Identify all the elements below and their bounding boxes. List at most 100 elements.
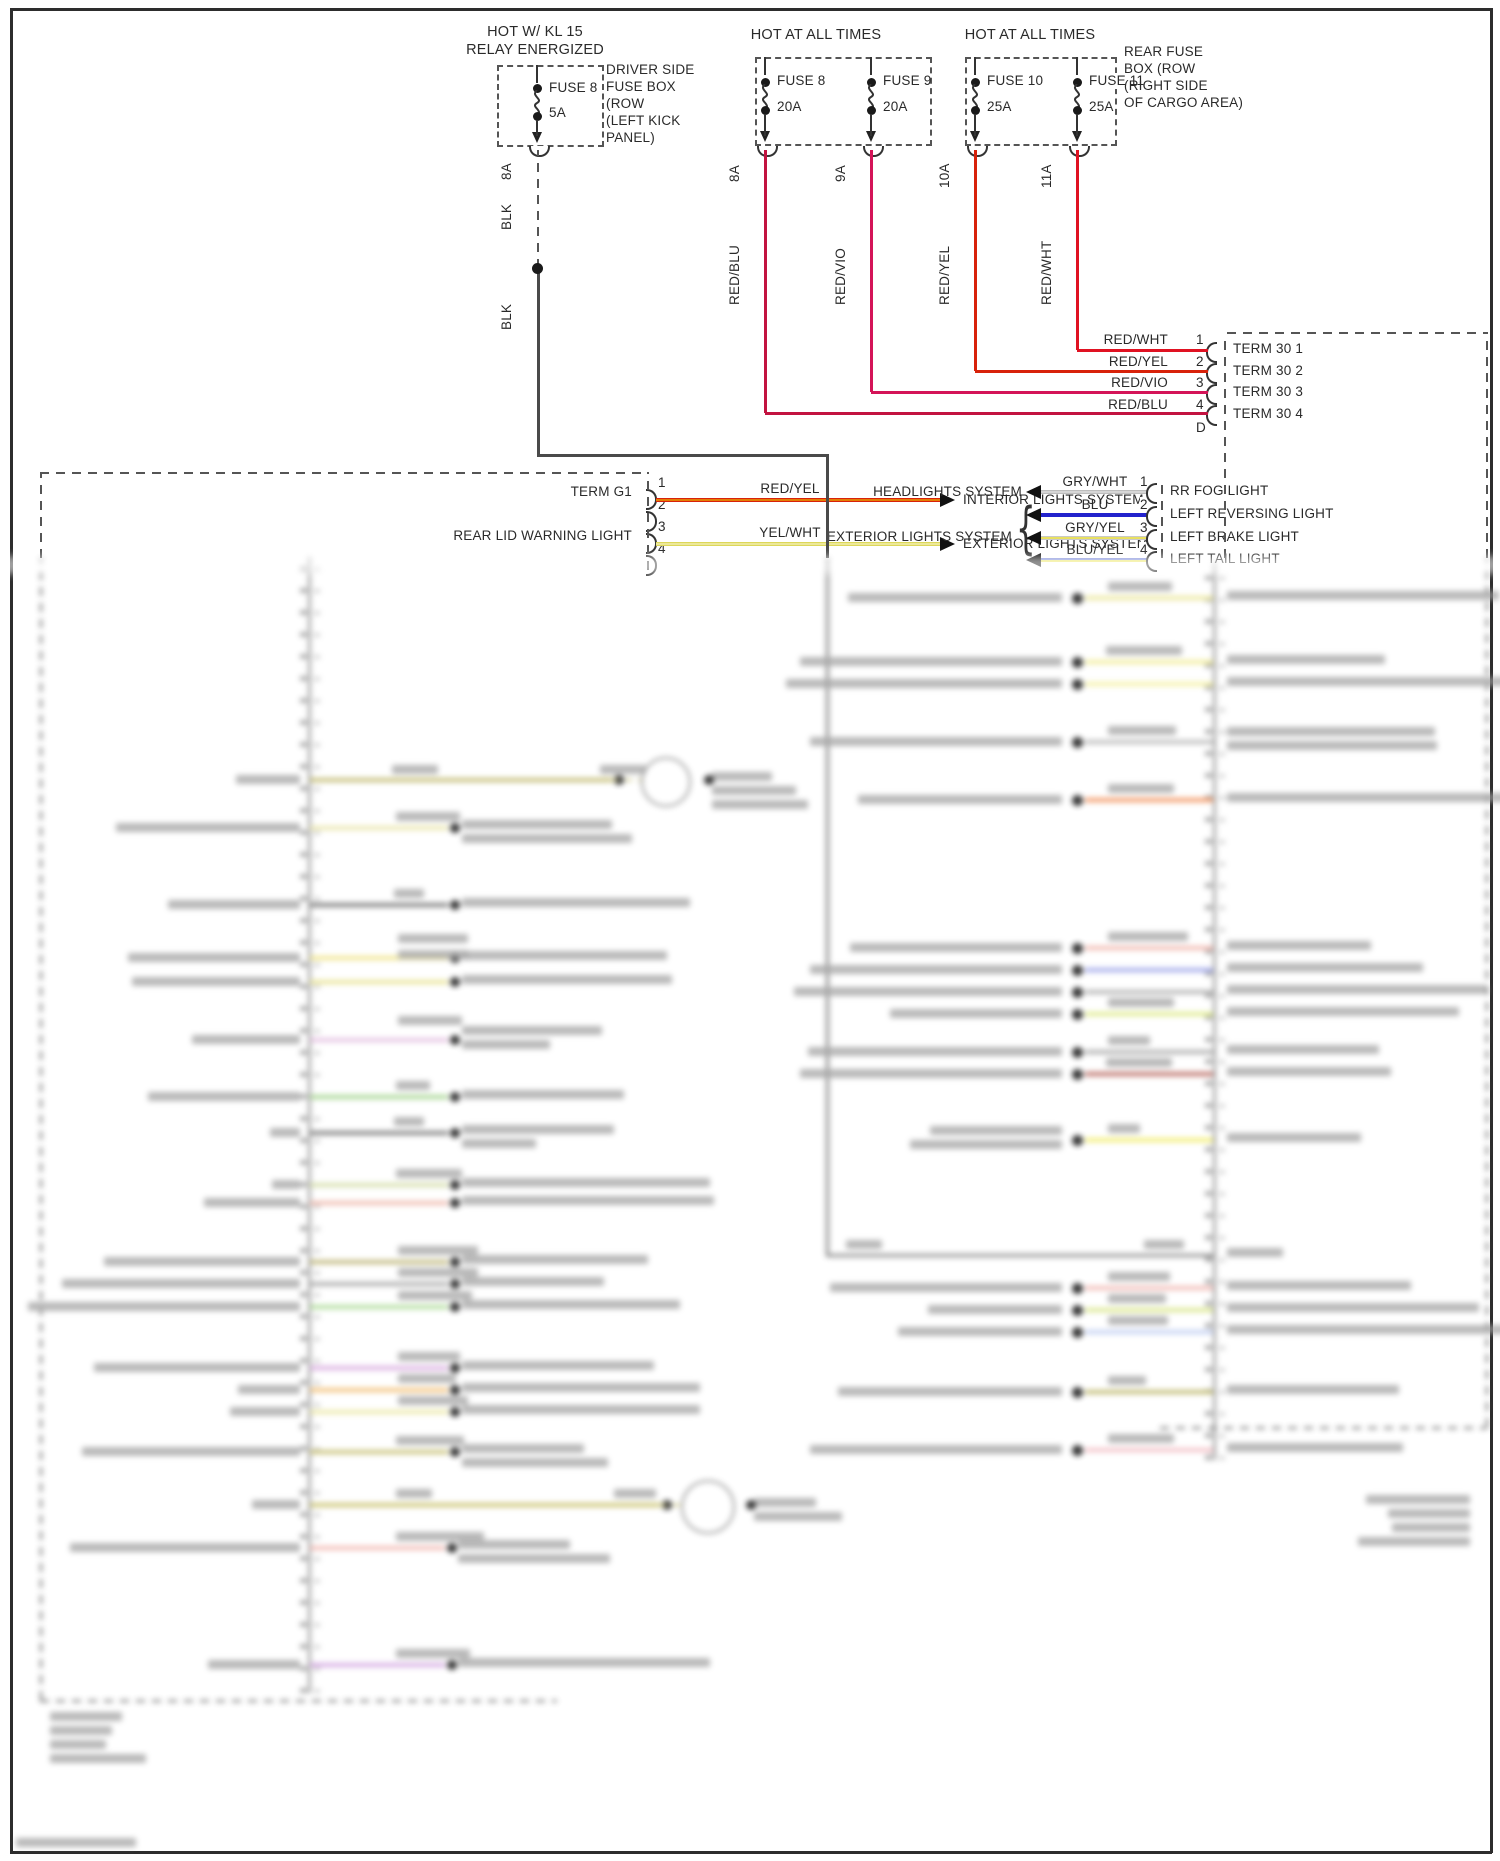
wire-dot bbox=[1072, 795, 1083, 806]
dashed-line bbox=[1227, 332, 1487, 334]
fuse-lead bbox=[974, 57, 976, 75]
blurred-wire-name bbox=[1227, 1248, 1283, 1257]
blurred-left-label bbox=[890, 1009, 1062, 1018]
g1-wire2-name: YEL/WHT bbox=[759, 525, 821, 540]
blu-wire bbox=[1041, 513, 1151, 517]
fuse-dot bbox=[760, 106, 770, 115]
fuse-arrow bbox=[760, 131, 770, 142]
blurred-left-label bbox=[808, 1047, 1062, 1056]
blurred-wire bbox=[1085, 798, 1213, 802]
driver-box-title-line1: HOT W/ KL 15 bbox=[487, 24, 583, 40]
blurred-right-label bbox=[462, 1405, 700, 1414]
wire-red-vertical bbox=[869, 150, 873, 392]
lights-wire4-name: BLU/YEL bbox=[1066, 542, 1124, 557]
exterior-lights-arrow bbox=[940, 537, 955, 551]
term30-label1: TERM 30 1 bbox=[1233, 341, 1304, 356]
wire-dot bbox=[447, 1660, 457, 1670]
wire-dot bbox=[1072, 1069, 1083, 1080]
connector-cup bbox=[1146, 506, 1157, 527]
blurred-wire-name bbox=[396, 1532, 484, 1541]
blurred-right-label bbox=[712, 786, 796, 795]
lights-pin1: 1 bbox=[1140, 474, 1148, 490]
wire-dot bbox=[450, 1257, 460, 1267]
fuse-dot bbox=[866, 78, 876, 87]
rear-fuse2-amps: 20A bbox=[883, 99, 908, 114]
wire-dot bbox=[1072, 987, 1083, 998]
component-circle bbox=[681, 1480, 735, 1534]
connector-cup bbox=[1206, 342, 1217, 363]
rear-box-caption-4: OF CARGO AREA) bbox=[1124, 95, 1244, 110]
blurred-left-label bbox=[830, 1283, 1062, 1292]
junction-dot bbox=[531, 262, 543, 274]
blurred-left-label bbox=[850, 943, 1062, 952]
g1-pin4: 4 bbox=[658, 541, 666, 556]
g1-pin3: 3 bbox=[658, 519, 666, 534]
blurred-right-label bbox=[462, 1444, 584, 1453]
term30-wire3: RED/VIO bbox=[1111, 375, 1168, 390]
blurred-right-label bbox=[458, 1554, 610, 1563]
blurred-watermark bbox=[16, 1838, 136, 1847]
blurred-wire bbox=[1085, 1308, 1213, 1312]
blurred-wire-name bbox=[1106, 646, 1182, 655]
blurred-wire-name bbox=[398, 1016, 462, 1025]
wire-dot bbox=[450, 1035, 460, 1045]
rear-fuse-box-right bbox=[965, 57, 1117, 146]
blurred-wire bbox=[1085, 1050, 1213, 1054]
blurred-wire-name bbox=[600, 765, 646, 774]
fuse-element bbox=[1070, 83, 1084, 111]
wire-label-red-vio: RED/VIO bbox=[833, 248, 848, 305]
g1-wire1-name: RED/YEL bbox=[760, 481, 820, 496]
blurred-wire bbox=[310, 1663, 445, 1667]
fuse-dot bbox=[532, 84, 542, 93]
wire-blk bbox=[537, 454, 828, 457]
rear-lid-warning-light-label: REAR LID WARNING LIGHT bbox=[453, 528, 632, 543]
blurred-left-label bbox=[204, 1198, 300, 1207]
blurred-wire bbox=[310, 980, 448, 984]
wire-dot bbox=[1072, 593, 1083, 604]
blurred-left-label bbox=[82, 1447, 300, 1456]
blurred-right-label bbox=[462, 1300, 680, 1309]
wire-dot bbox=[450, 977, 460, 987]
blurred-right-label bbox=[462, 1139, 536, 1148]
ladder-pins bbox=[300, 558, 307, 1693]
blurred-left-label bbox=[94, 1363, 300, 1372]
left-brake-light-label: LEFT BRAKE LIGHT bbox=[1170, 529, 1299, 544]
wire-dot bbox=[1072, 1283, 1083, 1294]
blurred-right-label bbox=[462, 820, 612, 829]
blurred-left-label bbox=[116, 823, 300, 832]
connector-cup bbox=[967, 146, 988, 157]
blurred-right-label bbox=[1227, 1045, 1379, 1054]
blurred-right-label bbox=[1227, 793, 1500, 802]
dashed-box-edge bbox=[1486, 558, 1488, 1427]
wire-dot bbox=[450, 1385, 460, 1395]
blurred-left-label bbox=[28, 1302, 300, 1311]
red-yel-wire bbox=[656, 498, 940, 502]
blurred-right-label bbox=[754, 1498, 816, 1507]
blurred-wire bbox=[310, 1260, 448, 1264]
blurred-wire-name bbox=[398, 934, 468, 943]
blurred-wire bbox=[310, 1038, 448, 1042]
blurred-wire-name bbox=[1108, 1272, 1170, 1281]
connector-cup bbox=[757, 146, 778, 157]
fuse-dot bbox=[970, 106, 980, 115]
connector-cup bbox=[1206, 384, 1217, 405]
fuse-lead bbox=[974, 114, 976, 136]
blurred-left-label bbox=[236, 775, 300, 784]
wire-label-red-wht: RED/WHT bbox=[1039, 240, 1054, 305]
g1-pin1: 1 bbox=[658, 475, 666, 490]
term30-wire1: RED/WHT bbox=[1103, 332, 1168, 347]
dashed-line bbox=[1224, 335, 1226, 558]
fuse-lead bbox=[764, 57, 766, 75]
wire-dot bbox=[450, 1302, 460, 1312]
blurred-right-label bbox=[458, 1658, 710, 1667]
term30-label3: TERM 30 3 bbox=[1233, 384, 1304, 399]
blurred-left-label bbox=[898, 1327, 1062, 1336]
dashed-box-edge bbox=[1160, 1427, 1487, 1429]
lights-pin4: 4 bbox=[1140, 542, 1148, 558]
frame-left bbox=[10, 8, 13, 1853]
wire-dot bbox=[450, 1180, 460, 1190]
blurred-left-label bbox=[148, 1092, 300, 1101]
rear-fuse4-amps: 25A bbox=[1089, 99, 1114, 114]
blurred-right-label bbox=[462, 1196, 714, 1205]
blurred-right-label bbox=[462, 834, 632, 843]
